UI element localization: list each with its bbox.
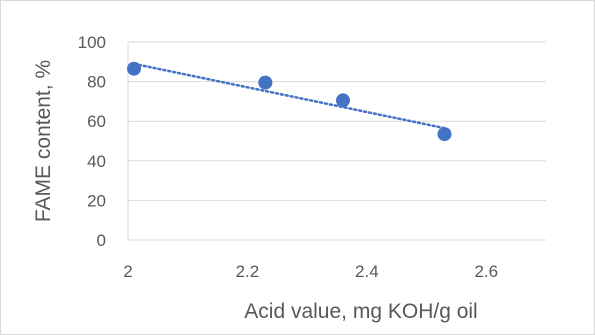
y-tick-label: 40 xyxy=(87,152,106,171)
data-point xyxy=(437,127,452,142)
x-tick-labels: 2 2.2 2.4 2.6 xyxy=(123,262,498,281)
y-axis-title: FAME content, % xyxy=(32,60,55,222)
y-tick-label: 80 xyxy=(87,73,106,92)
data-points xyxy=(126,61,452,142)
trendline-group xyxy=(132,62,446,130)
y-tick-label: 100 xyxy=(78,33,106,52)
x-tick-label: 2.4 xyxy=(355,262,379,281)
y-tick-label: 0 xyxy=(97,231,106,250)
data-point xyxy=(258,75,273,90)
x-axis-title: Acid value, mg KOH/g oil xyxy=(244,300,477,323)
x-tick-label: 2.6 xyxy=(474,262,498,281)
x-tick-label: 2.2 xyxy=(236,262,260,281)
x-tick-label: 2 xyxy=(123,262,132,281)
trendline xyxy=(132,62,446,130)
data-point xyxy=(335,93,350,108)
y-tick-label: 20 xyxy=(87,191,106,210)
y-tick-label: 60 xyxy=(87,112,106,131)
gridlines xyxy=(128,41,546,241)
data-point xyxy=(126,61,141,76)
y-tick-labels: 0 20 40 60 80 100 xyxy=(78,33,106,250)
